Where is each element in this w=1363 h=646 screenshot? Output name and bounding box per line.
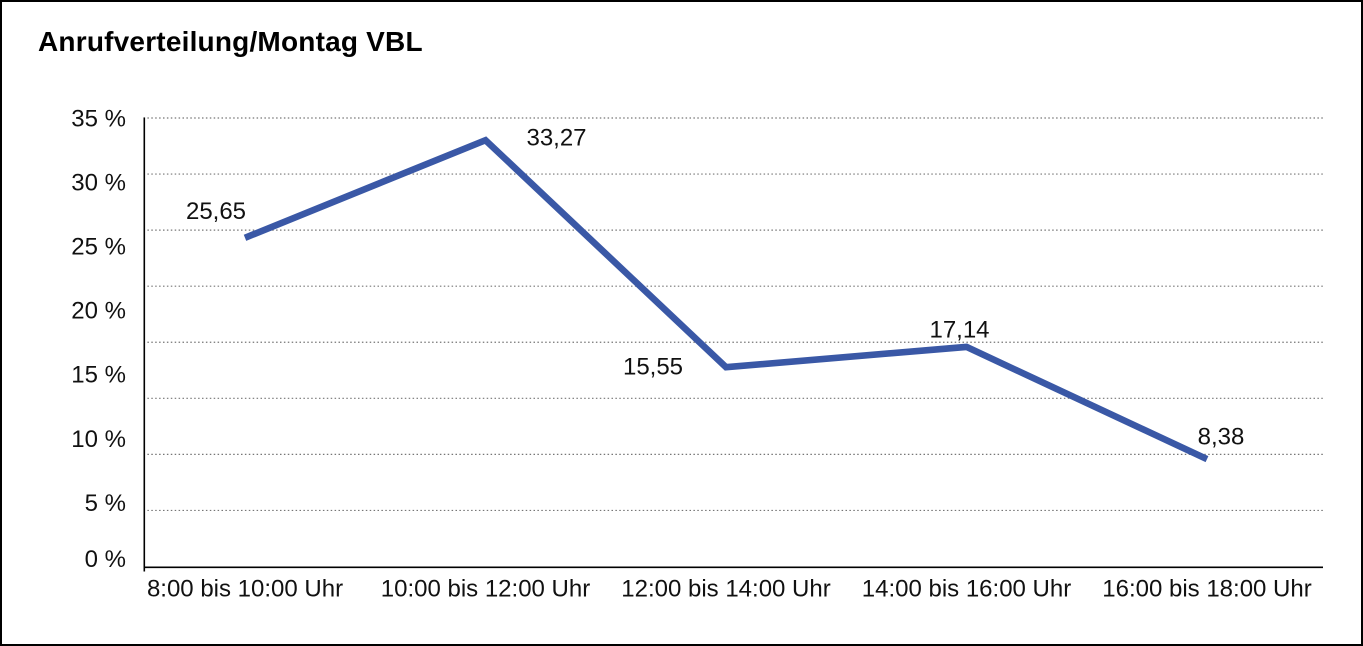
y-tick-label: 30 % [71,169,126,196]
x-tick-label: 16:00 bis 18:00 Uhr [1102,575,1311,602]
x-tick-label: 12:00 bis 14:00 Uhr [621,575,830,602]
chart-title: Anrufverteilung/Montag VBL [38,26,423,57]
data-point-label: 33,27 [526,125,586,152]
data-point-label: 17,14 [929,316,989,343]
y-tick-label: 5 % [85,490,126,517]
x-tick-label: 14:00 bis 16:00 Uhr [862,575,1071,602]
series-line [243,136,1209,463]
y-tick-label: 15 % [71,362,126,389]
x-tick-label: 8:00 bis 10:00 Uhr [147,575,343,602]
y-tick-label: 25 % [71,234,126,261]
y-tick-label: 10 % [71,426,126,453]
y-tick-label: 0 % [85,546,126,573]
data-point-label: 8,38 [1198,424,1245,451]
x-tick-label: 10:00 bis 12:00 Uhr [381,575,590,602]
y-tick-label: 20 % [71,298,126,325]
data-point-label: 25,65 [186,198,246,225]
y-tick-label: 35 % [71,105,126,132]
data-point-label: 15,55 [623,354,683,381]
